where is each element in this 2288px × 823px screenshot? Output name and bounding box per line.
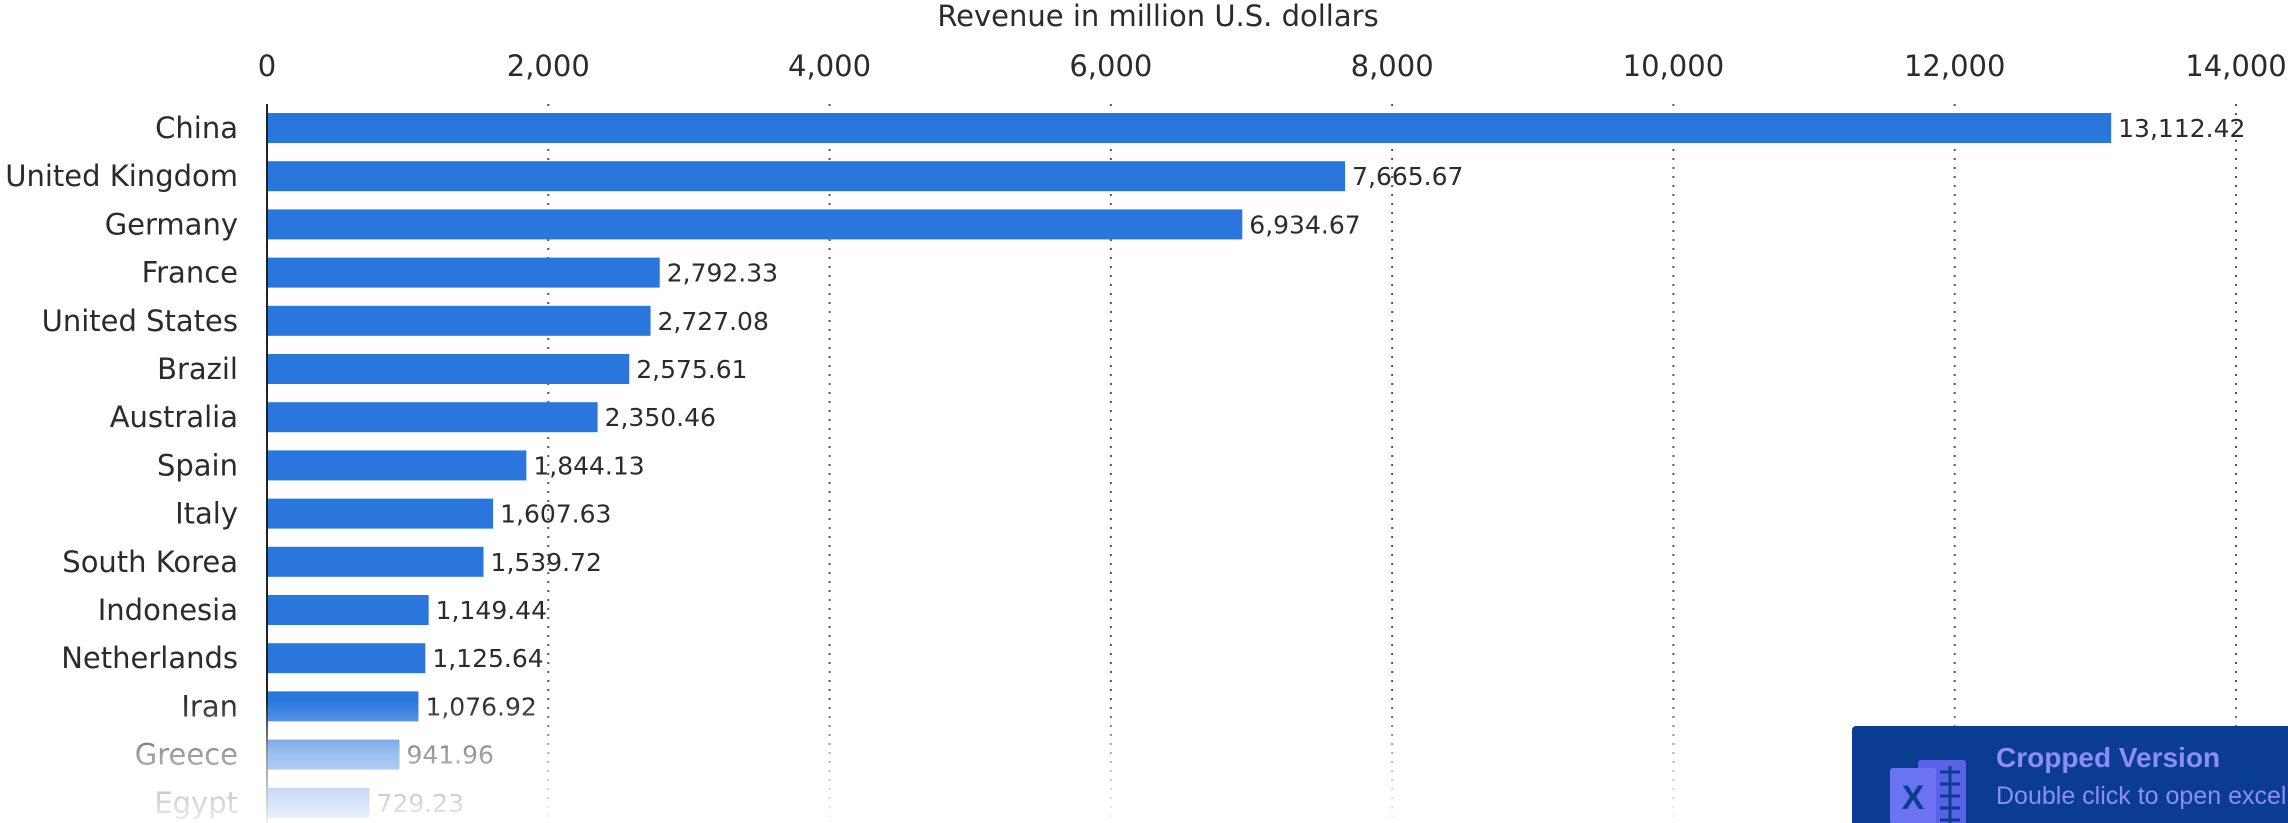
bar xyxy=(267,643,426,674)
data-label: 1,076.92 xyxy=(425,692,536,721)
x-tick-label: 6,000 xyxy=(1069,49,1152,83)
x-tick-label: 0 xyxy=(258,49,276,83)
category-label: China xyxy=(155,111,238,145)
category-label: United States xyxy=(42,304,238,338)
category-label: Italy xyxy=(175,497,238,531)
x-axis-title: Revenue in million U.S. dollars xyxy=(937,0,1378,33)
x-tick-label: 10,000 xyxy=(1623,49,1724,83)
x-tick-label: 14,000 xyxy=(2185,49,2286,83)
bar xyxy=(267,402,598,433)
badge-title: Cropped Version xyxy=(1996,742,2221,773)
svg-text:X: X xyxy=(1902,779,1925,817)
bar xyxy=(267,257,660,288)
category-label: Greece xyxy=(135,738,238,772)
category-label: Spain xyxy=(157,448,238,482)
category-label: France xyxy=(142,256,238,290)
category-label: Iran xyxy=(181,689,238,723)
bar xyxy=(267,209,1243,240)
category-label: Netherlands xyxy=(61,641,238,675)
data-label: 1,844.13 xyxy=(533,451,644,480)
bar xyxy=(267,113,2112,143)
category-label: Brazil xyxy=(157,352,238,386)
data-label: 1,607.63 xyxy=(500,500,611,529)
bar xyxy=(267,787,370,818)
data-label: 2,727.08 xyxy=(658,307,769,336)
data-label: 729.23 xyxy=(377,789,464,818)
category-label: Germany xyxy=(105,207,238,241)
data-label: 2,792.33 xyxy=(667,259,778,288)
x-axis-ticks: 0 2,000 4,000 6,000 8,000 10,000 12,000 14,000 xyxy=(258,49,2287,83)
category-label: Egypt xyxy=(154,786,238,820)
category-label: Indonesia xyxy=(98,593,238,627)
category-label: United Kingdom xyxy=(5,159,238,193)
category-labels: China United Kingdom Germany France United S… xyxy=(5,111,238,820)
x-tick-label: 2,000 xyxy=(507,49,590,83)
data-label: 2,575.61 xyxy=(636,355,747,384)
bar xyxy=(267,450,527,481)
bar xyxy=(267,739,400,770)
badge-subtitle: Double click to open excel xyxy=(1996,782,2287,810)
cropped-version-badge[interactable]: X Cropped Version Double click to open e… xyxy=(1852,726,2288,823)
bar xyxy=(267,161,1346,192)
category-label: Australia xyxy=(110,400,238,434)
bar xyxy=(267,691,419,722)
bar xyxy=(267,595,429,625)
category-label: South Korea xyxy=(62,545,238,579)
x-tick-label: 12,000 xyxy=(1904,49,2005,83)
bar xyxy=(267,305,651,336)
data-label: 941.96 xyxy=(406,741,493,770)
data-label: 1,149.44 xyxy=(436,596,547,625)
data-label: 7,665.67 xyxy=(1352,162,1463,191)
data-label: 13,112.42 xyxy=(2118,114,2245,143)
bar xyxy=(267,546,484,577)
data-label: 1,539.72 xyxy=(491,548,602,577)
bar xyxy=(267,354,630,384)
x-tick-label: 4,000 xyxy=(788,49,871,83)
data-label: 1,125.64 xyxy=(432,644,543,673)
bar xyxy=(267,498,494,529)
data-label: 6,934.67 xyxy=(1249,210,1360,239)
excel-icon: X xyxy=(1890,760,1966,823)
data-label: 2,350.46 xyxy=(605,403,716,432)
x-tick-label: 8,000 xyxy=(1351,49,1434,83)
